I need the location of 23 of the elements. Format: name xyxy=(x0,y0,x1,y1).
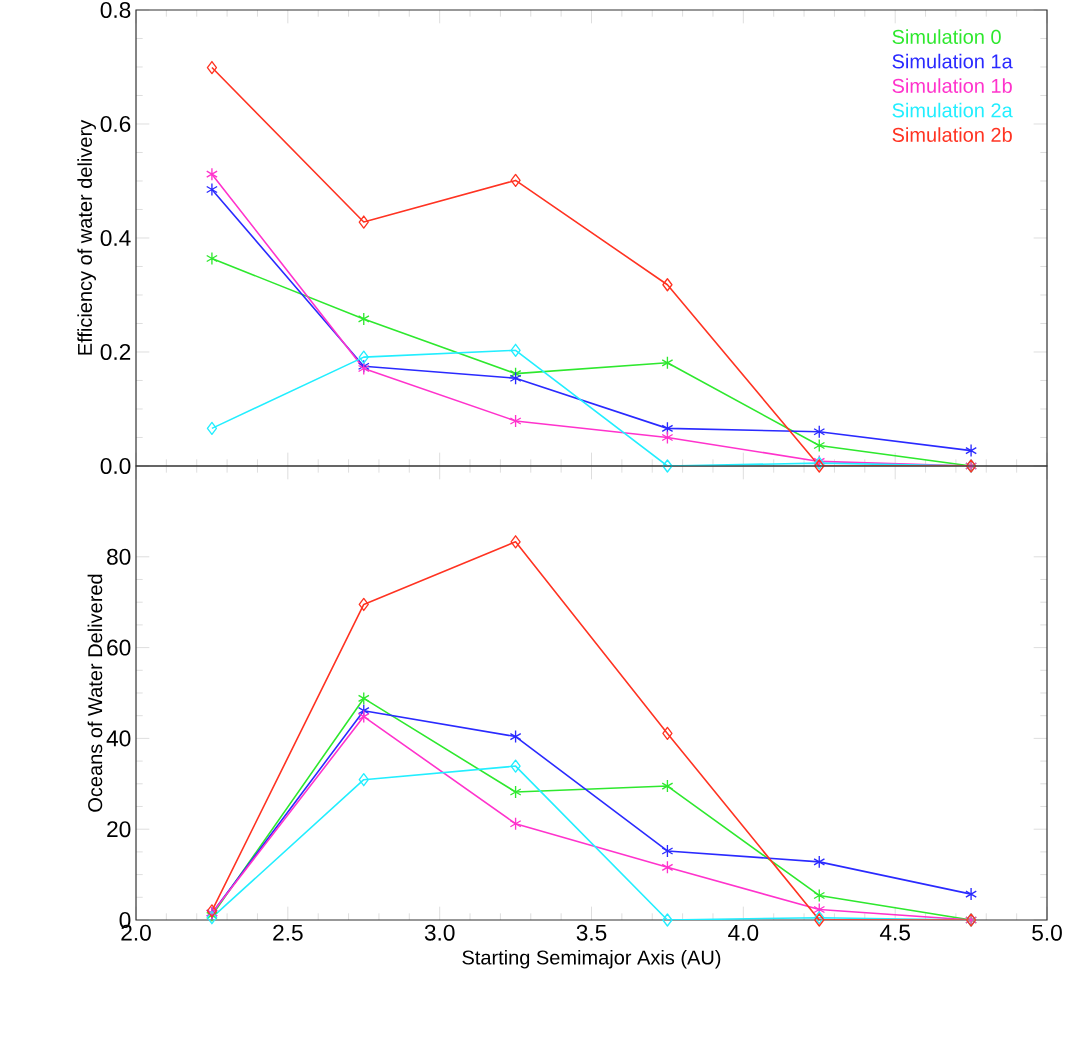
text: Simulation 0 xyxy=(892,29,1001,44)
y-tick-label: 60 xyxy=(107,639,131,656)
text: Simulation 2b xyxy=(892,127,1012,142)
x-tick-label: 4.5 xyxy=(879,924,910,941)
x-tick-label: 3.0 xyxy=(424,924,455,941)
y-tick-label: 40 xyxy=(106,730,131,747)
text: Simulation 1b xyxy=(892,78,1012,93)
y-tick-label: 0.2 xyxy=(100,343,131,361)
x-axis-title: Starting Semimajor Axis (AU) xyxy=(462,949,721,969)
x-tick-label: 3.5 xyxy=(576,924,607,941)
y-tick-label: 0.0 xyxy=(100,457,131,475)
y-tick-label: 80 xyxy=(107,548,131,565)
y-tick-label: 20 xyxy=(107,821,131,838)
y-tick-label: 0.4 xyxy=(100,229,131,247)
y-tick-label: 0.6 xyxy=(100,115,131,133)
y-axis-title: Oceans of Water Delivered xyxy=(87,574,103,812)
y-axis-title: Efficiency of water delivery xyxy=(77,119,96,355)
text: Simulation 1a xyxy=(892,53,1013,69)
x-tick-label: 5.0 xyxy=(1032,924,1062,941)
y-tick-label: 0.8 xyxy=(100,1,131,19)
text: Simulation 2a xyxy=(892,102,1013,118)
x-tick-label: 4.0 xyxy=(728,924,759,941)
x-tick-label: 2.5 xyxy=(273,924,303,941)
